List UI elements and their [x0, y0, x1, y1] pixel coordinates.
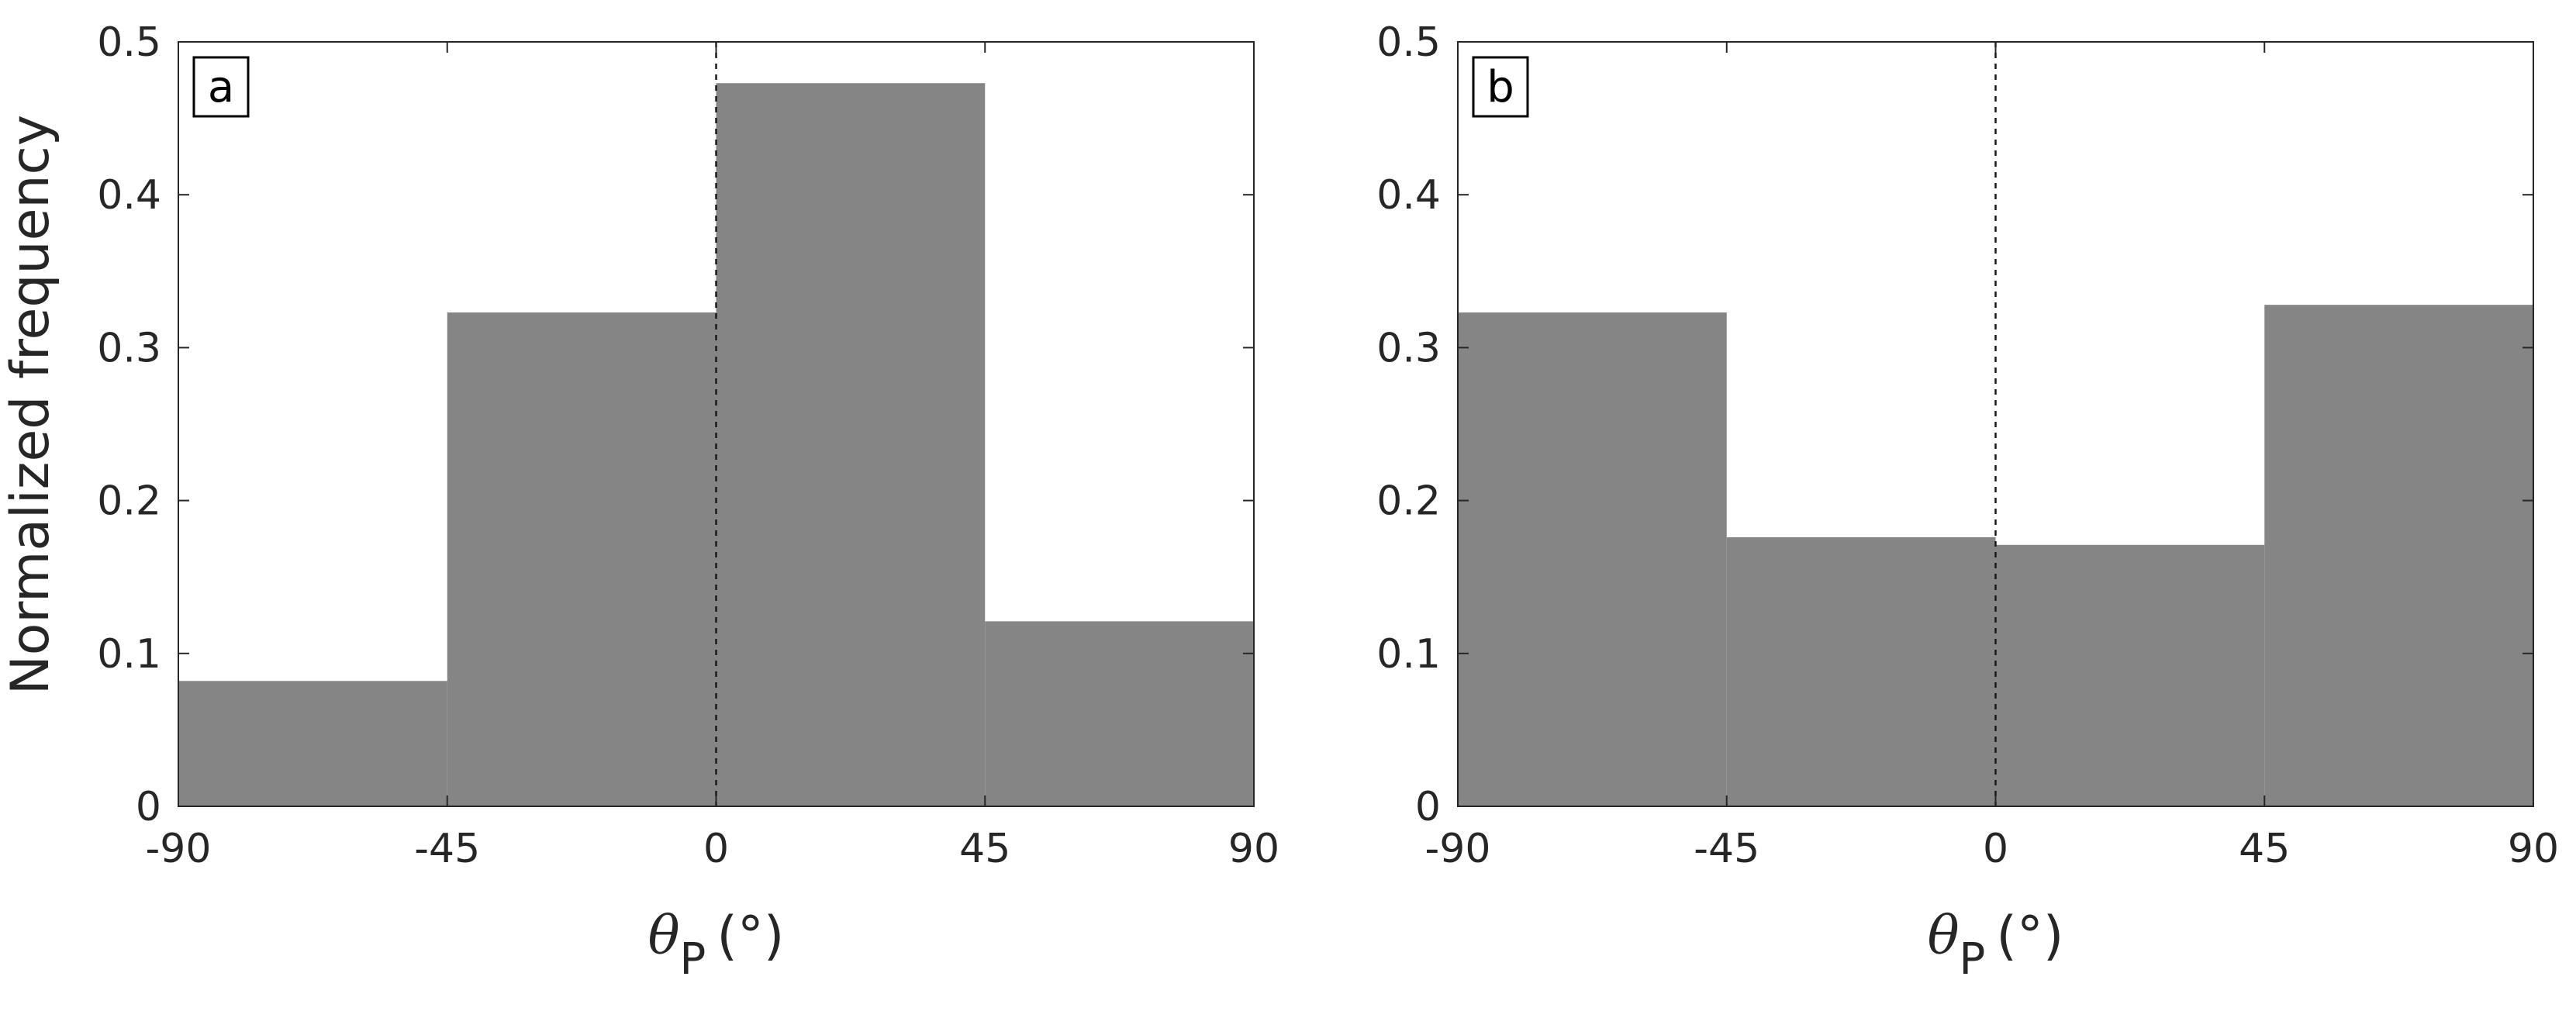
x-axis-label: θP (°) — [648, 906, 785, 985]
panel-a: 0 0.1 0.2 0.3 0.4 0.5 -90 -45 0 45 90 a θP (°) — [97, 19, 1279, 985]
histogram-bar — [2264, 305, 2533, 807]
x-tick-label: 90 — [2508, 826, 2559, 872]
x-tick-label: -90 — [1425, 826, 1491, 872]
x-tick-label: -45 — [1694, 826, 1759, 872]
x-axis-label-unit: (°) — [717, 906, 784, 967]
y-tick-label: 0.3 — [1376, 325, 1441, 371]
x-axis-label-unit: (°) — [1996, 906, 2063, 967]
histogram-bar — [716, 83, 986, 806]
y-tick-label: 0.5 — [1376, 19, 1441, 66]
x-tick-label: 45 — [2239, 826, 2290, 872]
y-tick-label: 0.4 — [97, 172, 161, 219]
histogram-bar — [985, 621, 1254, 806]
panel-label-box — [192, 56, 250, 118]
y-tick-label: 0.2 — [1376, 478, 1441, 525]
histogram-bar — [178, 681, 447, 806]
histogram-bar — [1995, 544, 2265, 806]
y-tick-label: 0.1 — [1376, 631, 1441, 678]
y-tick-label: 0 — [136, 784, 161, 830]
x-axis-label: θP (°) — [1928, 906, 2064, 985]
x-tick-label: 90 — [1228, 826, 1279, 872]
x-axis-label-symbol: θ — [648, 906, 680, 967]
y-tick-label: 0.1 — [97, 631, 161, 678]
x-tick-label: -45 — [414, 826, 480, 872]
x-tick-label: 0 — [1983, 826, 2008, 872]
y-tick-label: 0.5 — [97, 19, 161, 66]
histogram-bar — [1726, 537, 1996, 806]
y-tick-label: 0 — [1415, 784, 1441, 830]
y-tick-label: 0.2 — [97, 478, 161, 525]
x-axis-label-subscript: P — [680, 934, 706, 985]
x-tick-label: -90 — [146, 826, 212, 872]
panel-label: a — [208, 62, 234, 112]
x-axis-label-subscript: P — [1960, 934, 1986, 985]
histogram-bar — [447, 312, 717, 806]
x-tick-label: 45 — [959, 826, 1010, 872]
panel-b: 0 0.1 0.2 0.3 0.4 0.5 -90 -45 0 45 90 b θP (°) — [1376, 19, 2559, 985]
x-tick-label: 0 — [703, 826, 729, 872]
histogram-bar — [1458, 312, 1727, 806]
panel-label: b — [1487, 62, 1514, 112]
y-tick-label: 0.4 — [1376, 172, 1441, 219]
x-axis-label-symbol: θ — [1928, 906, 1960, 967]
y-tick-label: 0.3 — [97, 325, 161, 371]
y-axis-label: Normalized frequency — [0, 115, 61, 695]
panel-label-box — [1472, 56, 1529, 118]
